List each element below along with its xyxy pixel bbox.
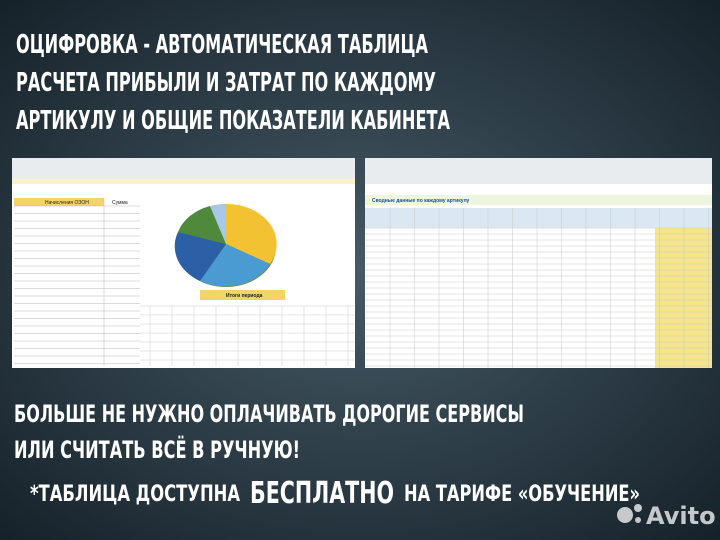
headline-line: АРТИКУЛУ И ОБЩИЕ ПОКАЗАТЕЛИ КАБИНЕТА (16, 106, 450, 136)
left-screenshot: Начисления ОЗОН Сумма Итоги периода (12, 158, 355, 368)
right-screenshot: Сводные данные по каждому артикулу (365, 158, 712, 368)
banner-text: Итоги периода (226, 293, 263, 299)
headline-line: РАСЧЕТА ПРИБЫЛИ И ЗАТРАТ ПО КАЖДОМУ (16, 68, 436, 98)
footer-text: *ТАБЛИЦА ДОСТУПНА (30, 482, 240, 507)
headline-line: ОЦИФРОВКА - АВТОМАТИЧЕСКАЯ ТАБЛИЦА (16, 30, 428, 60)
banner (200, 290, 285, 300)
table-title: Начисления ОЗОН (45, 200, 89, 206)
footer-text: НА ТАРИФЕ «ОБУЧЕНИЕ» (404, 482, 640, 507)
title-row (365, 195, 712, 205)
sheet (365, 158, 712, 368)
pie (174, 203, 277, 287)
watermark-text: Avito (646, 502, 716, 530)
column-header: Сумма (112, 200, 128, 206)
table-header (14, 198, 104, 206)
sheet-title: Сводные данные по каждому артикулу (372, 198, 470, 204)
notice (12, 179, 355, 184)
highlight-columns (655, 228, 712, 368)
watermark: Avito (617, 502, 716, 530)
column-headers (365, 208, 712, 228)
middle-line: БОЛЬШЕ НЕ НУЖНО ОПЛАЧИВАТЬ ДОРОГИЕ СЕРВИ… (14, 400, 524, 428)
footer-highlight: БЕСПЛАТНО (250, 476, 394, 511)
middle-line: ИЛИ СЧИТАТЬ ВСЁ В РУЧНУЮ! (14, 435, 300, 464)
ribbon (365, 158, 712, 184)
